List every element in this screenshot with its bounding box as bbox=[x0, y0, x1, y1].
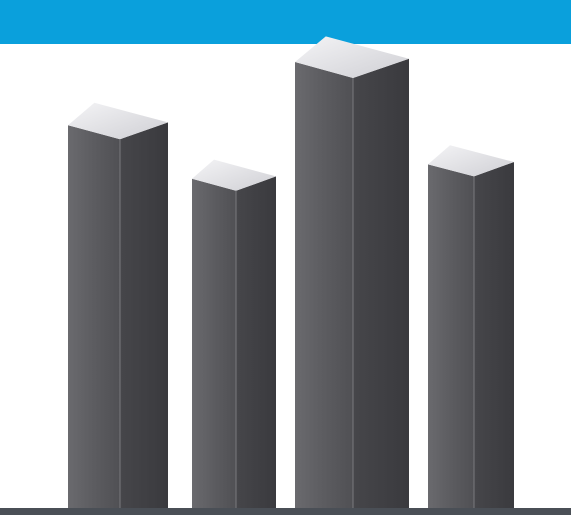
pillar-side-face bbox=[236, 176, 276, 510]
pillar-1 bbox=[68, 102, 168, 511]
pillar-3 bbox=[295, 36, 409, 511]
pillar-top-cap bbox=[295, 36, 409, 78]
pillar-front-face bbox=[192, 178, 236, 511]
pillar-front-face bbox=[295, 62, 353, 510]
pillar-4 bbox=[428, 145, 514, 510]
pillar-side-face bbox=[353, 58, 409, 511]
pillar-side-face bbox=[474, 162, 514, 510]
top-blue-band bbox=[0, 0, 571, 44]
pillar-front-face bbox=[428, 164, 474, 510]
pillar-2 bbox=[192, 159, 276, 511]
pillar-top-cap bbox=[428, 145, 514, 177]
pillar-side-face bbox=[120, 122, 168, 511]
pillar-top-cap bbox=[68, 102, 168, 140]
pillar-front-face bbox=[68, 125, 120, 510]
pillar-top-cap bbox=[192, 159, 276, 191]
baseline bbox=[0, 508, 571, 515]
